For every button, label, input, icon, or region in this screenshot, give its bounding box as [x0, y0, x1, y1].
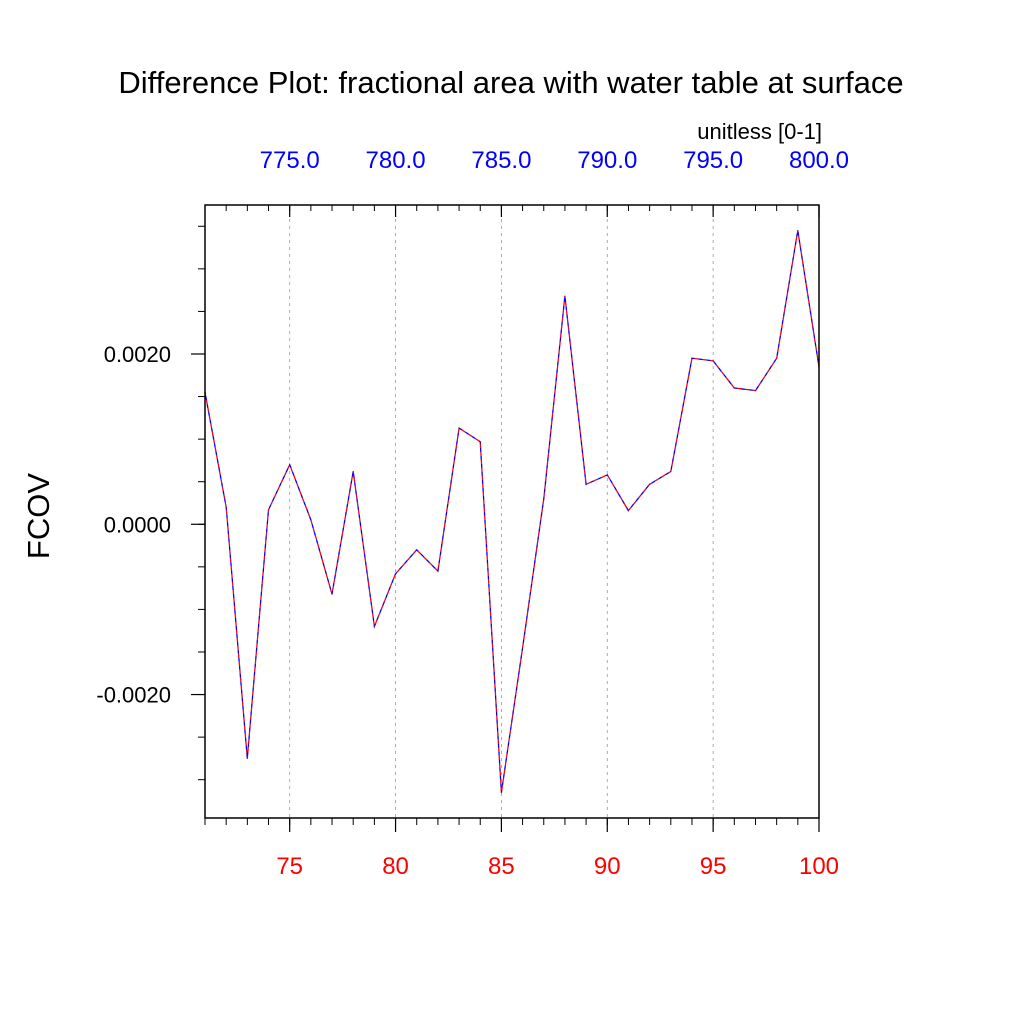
data-point — [331, 593, 333, 595]
x-tick-label: 95 — [700, 853, 727, 880]
data-point — [606, 474, 608, 476]
data-point — [225, 506, 227, 508]
y-tick-label: -0.0020 — [96, 683, 171, 708]
top-tick-label: 790.0 — [577, 147, 637, 174]
data-point — [670, 470, 672, 473]
data-point — [712, 360, 714, 362]
major-ticks — [191, 205, 820, 832]
data-point — [754, 390, 757, 392]
data-point — [733, 387, 735, 389]
data-point — [373, 625, 375, 628]
data-point — [458, 427, 460, 429]
top-tick-label: 775.0 — [260, 147, 320, 174]
top-tick-label: 785.0 — [471, 147, 531, 174]
data-point — [310, 519, 312, 521]
data-point — [627, 510, 630, 512]
y-axis-label: FCOV — [21, 473, 56, 559]
units-label: unitless [0-1] — [697, 119, 822, 144]
top-tick-label: 795.0 — [683, 147, 743, 174]
data-point — [437, 570, 439, 572]
series-line — [204, 230, 820, 793]
data-point — [352, 470, 354, 473]
x-tick-label: 100 — [799, 853, 839, 880]
grid-lines — [289, 205, 714, 818]
data-point — [543, 498, 545, 500]
chart-title: Difference Plot: fractional area with wa… — [118, 65, 903, 100]
data-point — [416, 549, 418, 551]
top-tick-label: 800.0 — [789, 147, 849, 174]
series-line-overlay — [204, 230, 820, 793]
x-tick-label: 90 — [594, 853, 621, 880]
data-point — [479, 441, 481, 443]
tick-labels: 75 80 85 90 95 100 775.0 780.0 785.0 790.0 795.0 80… — [96, 147, 849, 880]
data-series — [204, 229, 820, 794]
data-point — [691, 357, 693, 359]
top-tick-label: 780.0 — [366, 147, 426, 174]
y-tick-label: 0.0000 — [104, 512, 171, 537]
data-point — [246, 757, 248, 760]
x-tick-label: 80 — [382, 853, 409, 880]
data-point — [776, 357, 778, 359]
x-tick-label: 75 — [276, 853, 303, 880]
data-point — [394, 573, 397, 575]
data-point — [289, 464, 291, 466]
data-point — [797, 229, 799, 232]
x-tick-label: 85 — [488, 853, 515, 880]
plot-frame — [204, 204, 820, 819]
data-point — [649, 483, 651, 485]
data-point — [564, 295, 566, 297]
data-point — [585, 483, 587, 485]
data-point — [521, 647, 524, 649]
minor-ticks — [198, 205, 820, 825]
y-tick-label: 0.0020 — [104, 342, 171, 367]
data-point — [267, 509, 270, 511]
data-point — [500, 791, 503, 794]
